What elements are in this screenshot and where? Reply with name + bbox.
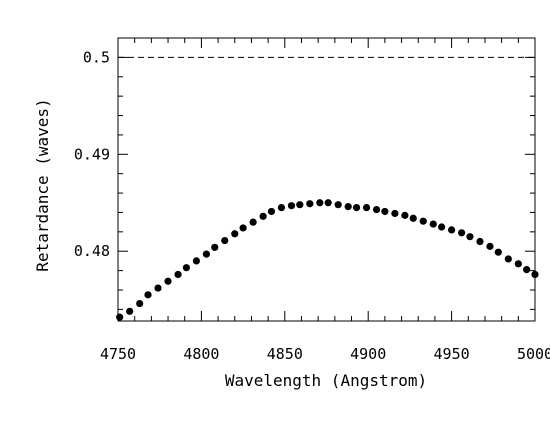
y-tick-label: 0.49 [74,145,110,163]
data-point [362,204,371,212]
y-axis-label: Retardance (waves) [33,98,52,271]
data-point [267,207,276,216]
x-axis-label: Wavelength (Angstrom) [225,371,427,390]
x-tick-label: 4800 [183,345,219,363]
axis-ticks [117,37,536,321]
data-point [192,257,200,265]
x-tick-label: 4750 [100,345,136,363]
data-point [324,199,332,207]
data-point [259,212,267,220]
data-points [116,199,539,321]
data-point [352,204,361,212]
data-point [401,211,409,219]
data-point [202,250,211,258]
data-point [164,277,172,285]
data-point [316,199,324,207]
data-point [476,237,484,246]
data-point [372,205,381,214]
data-point [182,264,190,272]
data-point [504,255,512,263]
data-point [494,248,502,256]
data-point [381,207,389,216]
data-point [523,266,531,274]
data-point [486,242,494,250]
data-point [531,270,539,279]
data-point [466,233,474,241]
data-point [334,201,342,209]
y-tick-label: 0.5 [83,48,110,66]
data-point [458,229,466,237]
data-point [277,204,286,212]
x-tick-label: 4850 [267,345,303,363]
y-tick-labels: 0.48 0.49 0.5 [74,48,110,260]
data-point [126,307,134,315]
data-point [437,223,446,231]
data-point [174,270,182,279]
data-point [391,209,399,218]
plot-frame [117,37,536,322]
data-point [136,299,144,308]
data-point [116,313,124,321]
data-point [296,201,304,209]
data-point [344,203,352,211]
data-point [287,202,296,210]
data-point [249,218,257,226]
x-tick-labels: 4750 4800 4850 4900 4950 5000 [100,345,550,363]
x-tick-label: 5000 [517,345,550,363]
data-point [221,236,229,245]
data-point [211,243,219,251]
data-point [306,200,314,208]
data-point [448,226,456,234]
data-point [231,230,239,238]
data-point [239,224,247,232]
data-point [429,220,437,228]
x-tick-label: 4900 [350,345,386,363]
data-point [144,291,152,299]
data-point [154,284,162,292]
data-point [419,217,427,225]
y-tick-label: 0.48 [74,242,110,260]
data-point [409,214,417,222]
x-tick-label: 4950 [434,345,470,363]
data-point [514,260,522,268]
